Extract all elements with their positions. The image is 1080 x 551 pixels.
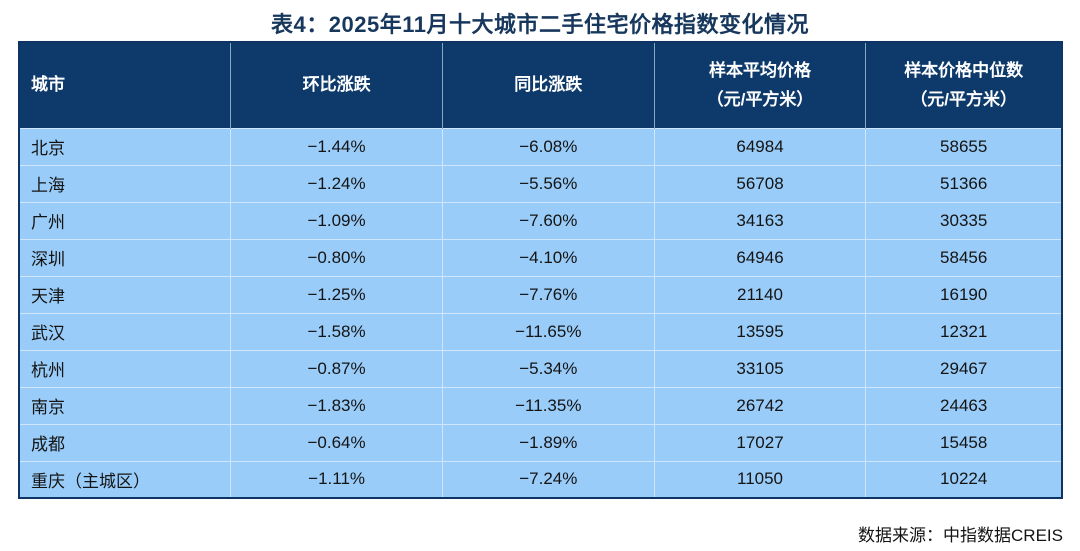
header-median-price-line2: （元/平方米） [910,90,1018,110]
header-yoy-label: 同比涨跌 [514,75,583,95]
header-avg-price-line2: （元/平方米） [706,90,814,110]
table-row-beijing: 北京 −1.44% −6.08% 64984 58655 [18,127,1063,166]
cell-median-price: 24463 [865,386,1063,425]
cell-avg-price: 33105 [653,349,867,388]
table-row-tianjin: 天津 −1.25% −7.76% 21140 16190 [18,275,1063,314]
cell-yoy: −11.65% [441,312,655,351]
cell-avg-price: 21140 [653,275,867,314]
header-yoy: 同比涨跌 [442,42,655,128]
cell-city: 武汉 [18,312,232,351]
table-row-chongqing: 重庆（主城区） −1.11% −7.24% 11050 10224 [18,460,1063,499]
cell-yoy: −1.89% [441,423,655,462]
cell-avg-price: 64946 [653,238,867,277]
table-header: 城市 环比涨跌 同比涨跌 样本平均价格 （元/平方米） 样本价格中位数 （元/平… [19,42,1062,128]
cell-city: 南京 [18,386,232,425]
cell-avg-price: 11050 [653,460,867,499]
cell-city: 深圳 [18,238,232,277]
header-row: 城市 环比涨跌 同比涨跌 样本平均价格 （元/平方米） 样本价格中位数 （元/平… [19,42,1062,128]
cell-mom: −1.83% [230,386,443,425]
cell-city: 上海 [18,164,232,203]
cell-mom: −1.58% [230,312,443,351]
cell-yoy: −11.35% [441,386,655,425]
cell-yoy: −7.24% [441,460,655,499]
header-mom: 环比涨跌 [230,42,443,128]
cell-mom: −1.44% [230,127,443,166]
table-row-hangzhou: 杭州 −0.87% −5.34% 33105 29467 [18,349,1063,388]
cell-median-price: 10224 [865,460,1063,499]
cell-median-price: 51366 [865,164,1063,203]
cell-city: 重庆（主城区） [18,460,232,499]
cell-median-price: 12321 [865,312,1063,351]
cell-city: 天津 [18,275,232,314]
price-index-table: 城市 环比涨跌 同比涨跌 样本平均价格 （元/平方米） 样本价格中位数 （元/平… [18,41,1063,499]
table-row-guangzhou: 广州 −1.09% −7.60% 34163 30335 [18,201,1063,240]
table-body: 北京 −1.44% −6.08% 64984 58655 上海 −1.24% −… [18,127,1063,499]
cell-mom: −0.64% [230,423,443,462]
table-row-wuhan: 武汉 −1.58% −11.65% 13595 12321 [18,312,1063,351]
cell-avg-price: 64984 [653,127,867,166]
cell-city: 成都 [18,423,232,462]
header-avg-price: 样本平均价格 （元/平方米） [654,42,867,128]
table-row-shanghai: 上海 −1.24% −5.56% 56708 51366 [18,164,1063,203]
cell-avg-price: 26742 [653,386,867,425]
header-median-price-line1: 样本价格中位数 [904,60,1024,80]
header-median-price: 样本价格中位数 （元/平方米） [865,42,1062,128]
table-title: 表4：2025年11月十大城市二手住宅价格指数变化情况 [271,12,809,37]
cell-mom: −0.87% [230,349,443,388]
cell-median-price: 58456 [865,238,1063,277]
cell-mom: −1.09% [230,201,443,240]
cell-yoy: −4.10% [441,238,655,277]
cell-mom: −1.24% [230,164,443,203]
cell-median-price: 58655 [865,127,1063,166]
cell-median-price: 15458 [865,423,1063,462]
cell-median-price: 29467 [865,349,1063,388]
cell-yoy: −5.56% [441,164,655,203]
cell-city: 杭州 [18,349,232,388]
cell-yoy: −7.76% [441,275,655,314]
cell-mom: −0.80% [230,238,443,277]
data-source-note: 数据来源：中指数据CREIS [858,526,1063,545]
header-mom-label: 环比涨跌 [302,75,371,95]
header-avg-price-line1: 样本平均价格 [709,60,812,80]
cell-median-price: 30335 [865,201,1063,240]
cell-avg-price: 17027 [653,423,867,462]
cell-avg-price: 13595 [653,312,867,351]
table-row-shenzhen: 深圳 −0.80% −4.10% 64946 58456 [18,238,1063,277]
cell-yoy: −6.08% [441,127,655,166]
cell-mom: −1.25% [230,275,443,314]
header-city-label: 城市 [31,75,65,95]
table-row-chengdu: 成都 −0.64% −1.89% 17027 15458 [18,423,1063,462]
cell-mom: −1.11% [230,460,443,499]
cell-avg-price: 34163 [653,201,867,240]
header-city: 城市 [19,42,232,128]
cell-yoy: −7.60% [441,201,655,240]
cell-yoy: −5.34% [441,349,655,388]
cell-median-price: 16190 [865,275,1063,314]
cell-avg-price: 56708 [653,164,867,203]
table-row-nanjing: 南京 −1.83% −11.35% 26742 24463 [18,386,1063,425]
cell-city: 广州 [18,201,232,240]
cell-city: 北京 [18,127,232,166]
